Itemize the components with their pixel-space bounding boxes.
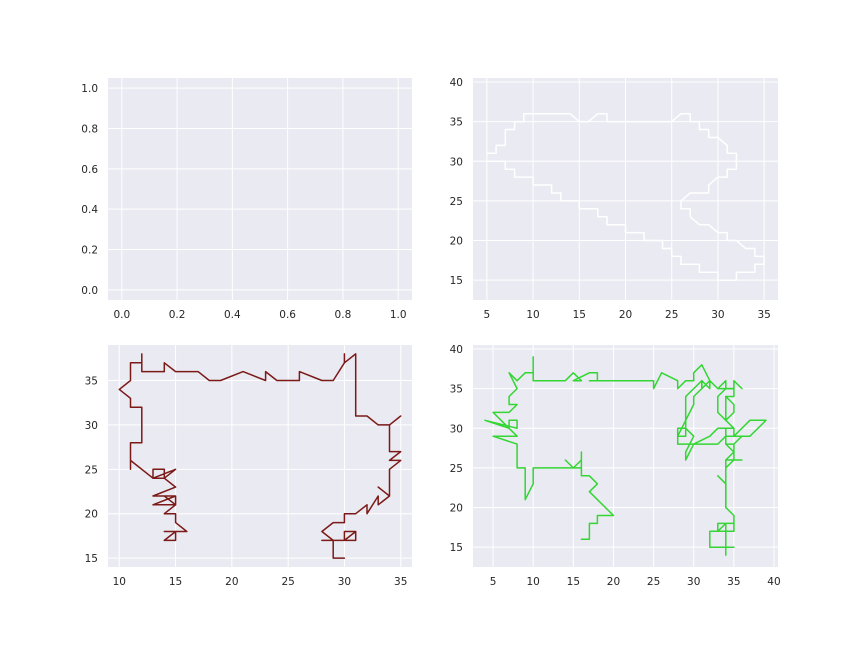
x-tick-label: 25 xyxy=(665,309,678,321)
plot-area xyxy=(108,78,412,300)
y-tick-label: 0.4 xyxy=(81,204,98,216)
y-tick-label: 20 xyxy=(450,503,463,515)
y-tick-label: 35 xyxy=(85,376,98,388)
series-line xyxy=(486,112,765,281)
x-tick-label: 40 xyxy=(767,576,780,588)
x-tick-label: 5 xyxy=(490,576,497,588)
x-tick-label: 30 xyxy=(711,309,724,321)
y-tick-label: 30 xyxy=(450,156,463,168)
y-tick-label: 25 xyxy=(85,464,98,476)
x-tick-label: 15 xyxy=(567,576,580,588)
series-line xyxy=(717,475,727,509)
subplot-top-left: 0.0 0.2 0.4 0.6 0.8 1.0 0.0 0.2 0.4 0.6 0.8 1.0 xyxy=(81,78,412,321)
series-line xyxy=(676,379,767,469)
y-tick-label: 20 xyxy=(450,236,463,248)
x-tick-label: 35 xyxy=(757,309,770,321)
x-tick-label: 20 xyxy=(225,576,238,588)
y-tick-label: 1.0 xyxy=(81,83,98,95)
x-tick-label: 10 xyxy=(113,576,126,588)
x-tick-label: 35 xyxy=(727,576,740,588)
x-tick-label: 10 xyxy=(527,576,540,588)
plot-area xyxy=(473,345,778,567)
series-line xyxy=(141,353,402,559)
series-line xyxy=(564,459,583,469)
x-tick-label: 15 xyxy=(169,576,182,588)
x-tick-label: 0.4 xyxy=(224,309,241,321)
y-tick-label: 35 xyxy=(450,384,463,396)
y-tick-label: 0.0 xyxy=(81,285,98,297)
series-line xyxy=(709,467,735,556)
x-tick-label: 15 xyxy=(573,309,586,321)
series-line xyxy=(717,387,735,422)
series-line xyxy=(118,353,188,542)
y-tick-label: 0.8 xyxy=(81,123,98,135)
y-tick-label: 25 xyxy=(450,463,463,475)
y-tick-label: 15 xyxy=(85,553,98,565)
y-tick-label: 30 xyxy=(85,420,98,432)
y-tick-label: 25 xyxy=(450,196,463,208)
y-tick-label: 20 xyxy=(85,509,98,521)
y-tick-label: 35 xyxy=(450,117,463,129)
x-tick-label: 30 xyxy=(338,576,351,588)
subplot-bottom-left: 10 15 20 25 30 35 15 20 25 30 35 xyxy=(85,345,412,588)
y-tick-label: 15 xyxy=(450,275,463,287)
x-tick-label: 5 xyxy=(484,309,491,321)
y-tick-label: 40 xyxy=(450,77,463,89)
series-line xyxy=(484,372,615,541)
x-tick-label: 20 xyxy=(607,576,620,588)
x-tick-label: 1.0 xyxy=(390,309,407,321)
y-tick-label: 40 xyxy=(450,344,463,356)
x-tick-label: 10 xyxy=(526,309,539,321)
plot-area xyxy=(108,345,412,567)
y-tick-label: 0.2 xyxy=(81,245,98,257)
x-tick-label: 0.0 xyxy=(113,309,130,321)
x-tick-label: 35 xyxy=(394,576,407,588)
x-tick-label: 25 xyxy=(647,576,660,588)
x-tick-label: 0.2 xyxy=(169,309,186,321)
y-tick-label: 0.6 xyxy=(81,164,98,176)
subplot-bottom-right: 5 10 15 20 25 30 35 40 15 20 25 30 35 40 xyxy=(450,344,781,588)
subplot-top-right: 5 10 15 20 25 30 35 15 20 25 30 35 40 xyxy=(450,77,778,321)
x-tick-label: 20 xyxy=(619,309,632,321)
x-tick-label: 0.8 xyxy=(335,309,352,321)
x-tick-label: 0.6 xyxy=(279,309,296,321)
y-tick-label: 30 xyxy=(450,423,463,435)
x-tick-label: 30 xyxy=(687,576,700,588)
series-line xyxy=(532,356,743,390)
y-tick-label: 15 xyxy=(450,542,463,554)
x-tick-label: 25 xyxy=(281,576,294,588)
